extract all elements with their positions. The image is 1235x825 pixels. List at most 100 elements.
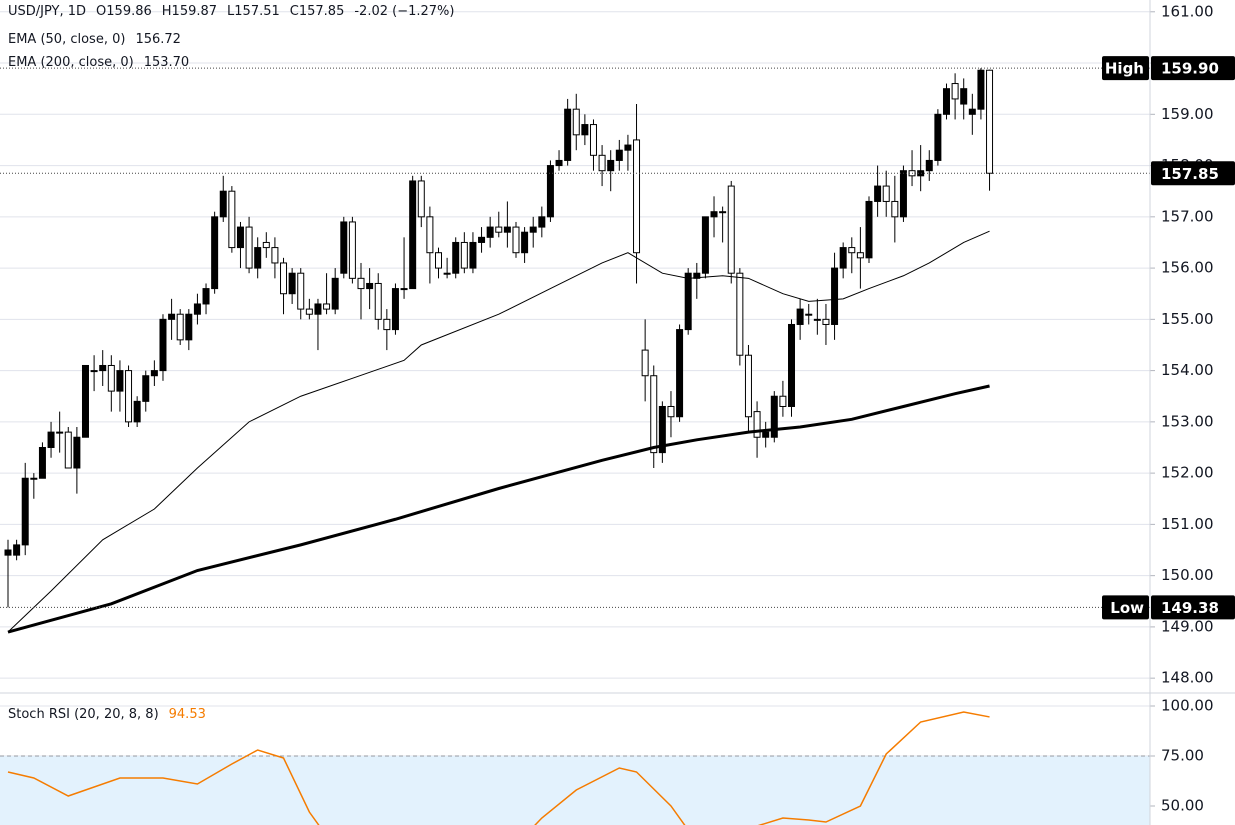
candle-body: [305, 308, 313, 315]
candle-body: [831, 267, 839, 325]
price-name-box: [1102, 595, 1149, 620]
candle-body: [796, 308, 804, 325]
candle-body: [589, 124, 597, 156]
candle-body: [719, 211, 727, 214]
candle-body: [47, 431, 55, 448]
candle-body: [538, 216, 546, 228]
candle-body: [38, 446, 46, 479]
y-tick-label: 159.00: [1161, 105, 1214, 123]
candle-body: [469, 241, 477, 269]
y-tick-label: 157.00: [1161, 207, 1214, 225]
ema-line: [7, 230, 990, 633]
y-tick-label: 148.00: [1161, 669, 1214, 687]
candle-body: [813, 318, 821, 321]
candle-body: [340, 221, 348, 274]
candle-body: [788, 323, 796, 407]
candle-body: [779, 395, 787, 407]
candle-body: [133, 400, 141, 423]
candle-body: [667, 405, 675, 418]
candle-body: [650, 375, 658, 454]
candle-body: [73, 436, 81, 469]
candle-body: [521, 231, 529, 254]
candle-body: [262, 241, 270, 249]
candle-body: [271, 247, 279, 264]
candle-body: [383, 318, 391, 331]
candle-body: [486, 226, 494, 238]
candle-body: [848, 247, 856, 254]
candle-body: [555, 159, 563, 167]
candle-body: [495, 226, 503, 233]
candle-body: [202, 288, 210, 305]
candle-body: [727, 185, 735, 274]
candle-body: [753, 411, 761, 438]
candle-body: [684, 272, 692, 331]
price-name-box: [1102, 56, 1149, 81]
candle-body: [409, 180, 417, 290]
candle-body: [254, 247, 262, 269]
candle-body: [882, 185, 890, 202]
candle-body: [641, 349, 649, 377]
candle-body: [211, 216, 219, 290]
candle-body: [159, 318, 167, 372]
candle-body: [615, 149, 623, 161]
y-tick-label: 156.00: [1161, 259, 1214, 277]
candle-body: [219, 190, 227, 218]
candle-body: [297, 272, 305, 310]
price-label: 149.38: [1161, 599, 1219, 617]
candle-body: [185, 313, 193, 341]
candle-body: [460, 241, 468, 269]
candle-body: [56, 431, 64, 434]
indicator-value: 94.53: [168, 707, 206, 722]
y-tick-label: 161.00: [1161, 2, 1214, 20]
candle-body: [357, 277, 365, 290]
candle-body: [762, 431, 770, 438]
candle-body: [581, 124, 589, 136]
symbol: USD/JPY, 1D: [8, 4, 87, 19]
candle-body: [13, 544, 21, 556]
candle-body: [99, 364, 107, 372]
candle-body: [977, 69, 985, 110]
candle-body: [176, 313, 184, 341]
candle-body: [348, 221, 356, 279]
candle-body: [400, 288, 408, 291]
candle-body: [917, 170, 925, 177]
candle-body: [960, 88, 968, 105]
y-tick-label: 75.00: [1161, 747, 1204, 765]
price-label: 159.90: [1161, 60, 1219, 78]
y-tick-label: 100.00: [1161, 697, 1214, 715]
candle-body: [968, 108, 976, 115]
candle-body: [633, 139, 641, 254]
y-tick-label: 152.00: [1161, 464, 1214, 482]
candle-body: [856, 252, 864, 259]
y-tick-label: 151.00: [1161, 515, 1214, 533]
candle-body: [891, 200, 899, 218]
candle-body: [598, 154, 606, 172]
change: -2.02 (−1.27%): [354, 4, 455, 19]
indicator-title: Stoch RSI (20, 20, 8, 8): [8, 707, 159, 722]
candle-body: [280, 262, 288, 295]
y-tick-label: 155.00: [1161, 310, 1214, 328]
price-label: 157.85: [1161, 165, 1219, 183]
ema200-legend: EMA (200, close, 0) 153.70: [8, 55, 189, 70]
candle-body: [30, 477, 38, 480]
legend-name: EMA (50, close, 0): [8, 32, 126, 47]
legend-name: EMA (200, close, 0): [8, 55, 134, 70]
candle-body: [391, 288, 399, 331]
candle-body: [452, 241, 460, 274]
price-label-box: [1151, 56, 1235, 81]
candle-body: [951, 83, 959, 100]
legend-value: 156.72: [135, 32, 181, 47]
close: C157.85: [289, 4, 345, 19]
candle-body: [986, 69, 994, 174]
candle-body: [228, 190, 236, 249]
y-tick-label: 50.00: [1161, 797, 1204, 815]
price-label-box: [1151, 161, 1235, 186]
candle-body: [245, 226, 253, 269]
candle-body: [125, 370, 133, 423]
candle-body: [934, 113, 942, 161]
candle-body: [374, 282, 382, 320]
low: L157.51: [227, 4, 280, 19]
candle-body: [21, 477, 29, 546]
high: H159.87: [161, 4, 218, 19]
